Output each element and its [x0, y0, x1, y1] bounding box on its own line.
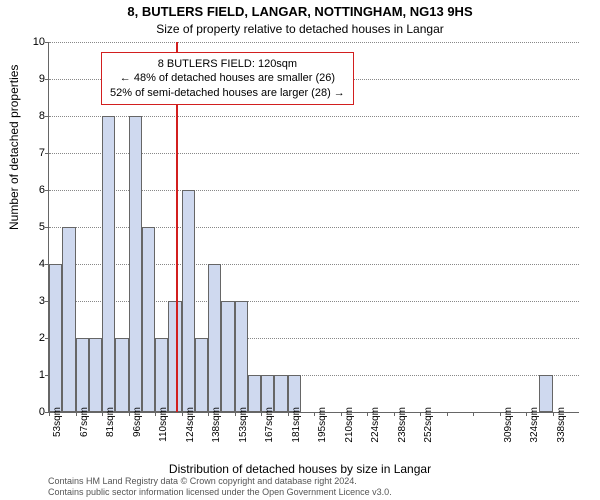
y-tick-label: 7 — [25, 147, 45, 159]
x-tick-mark — [553, 412, 554, 416]
x-tick-mark — [473, 412, 474, 416]
x-tick-label: 210sqm — [344, 407, 355, 443]
y-tick-label: 0 — [25, 406, 45, 418]
callout-line3: 52% of semi-detached houses are larger (… — [110, 86, 345, 100]
x-tick-label: 53sqm — [52, 407, 63, 437]
gridline — [49, 42, 579, 43]
y-tick-mark — [45, 42, 49, 43]
y-tick-label: 9 — [25, 73, 45, 85]
x-tick-label: 96sqm — [132, 407, 143, 437]
x-tick-label: 324sqm — [529, 407, 540, 443]
histogram-bar — [182, 190, 195, 412]
chart-title-line2: Size of property relative to detached ho… — [0, 22, 600, 36]
histogram-bar — [129, 116, 142, 412]
footer-line2: Contains public sector information licen… — [48, 487, 392, 498]
x-tick-label: 153sqm — [238, 407, 249, 443]
histogram-bar — [221, 301, 234, 412]
x-tick-mark — [182, 412, 183, 416]
x-tick-mark — [288, 412, 289, 416]
x-tick-label: 138sqm — [211, 407, 222, 443]
y-tick-label: 4 — [25, 258, 45, 270]
y-axis-label: Number of detached properties — [7, 65, 21, 230]
x-tick-mark — [76, 412, 77, 416]
y-tick-label: 6 — [25, 184, 45, 196]
x-tick-mark — [102, 412, 103, 416]
y-tick-mark — [45, 116, 49, 117]
x-tick-mark — [208, 412, 209, 416]
histogram-bar — [274, 375, 287, 412]
x-tick-mark — [235, 412, 236, 416]
x-tick-label: 195sqm — [317, 407, 328, 443]
x-tick-mark — [261, 412, 262, 416]
histogram-bar — [155, 338, 168, 412]
x-tick-mark — [526, 412, 527, 416]
chart-plot-area: 01234567891053sqm67sqm81sqm96sqm110sqm12… — [48, 42, 578, 412]
histogram-bar — [208, 264, 221, 412]
x-tick-mark — [49, 412, 50, 416]
x-tick-mark — [420, 412, 421, 416]
x-tick-mark — [447, 412, 448, 416]
x-tick-label: 124sqm — [185, 407, 196, 443]
footer-line1: Contains HM Land Registry data © Crown c… — [48, 476, 392, 487]
histogram-bar — [142, 227, 155, 412]
y-tick-mark — [45, 79, 49, 80]
callout-line2: ← 48% of detached houses are smaller (26… — [110, 71, 345, 85]
callout-box: 8 BUTLERS FIELD: 120sqm← 48% of detached… — [101, 52, 354, 105]
y-tick-label: 8 — [25, 110, 45, 122]
x-tick-mark — [367, 412, 368, 416]
histogram-bar — [102, 116, 115, 412]
x-tick-mark — [394, 412, 395, 416]
histogram-bar — [49, 264, 62, 412]
x-tick-label: 67sqm — [79, 407, 90, 437]
chart-title-line1: 8, BUTLERS FIELD, LANGAR, NOTTINGHAM, NG… — [0, 4, 600, 19]
y-tick-label: 3 — [25, 295, 45, 307]
x-tick-label: 338sqm — [556, 407, 567, 443]
y-tick-label: 1 — [25, 369, 45, 381]
histogram-bar — [195, 338, 208, 412]
y-tick-mark — [45, 153, 49, 154]
histogram-bar — [115, 338, 128, 412]
y-tick-label: 5 — [25, 221, 45, 233]
x-tick-label: 224sqm — [370, 407, 381, 443]
y-tick-mark — [45, 190, 49, 191]
x-tick-label: 252sqm — [423, 407, 434, 443]
y-tick-label: 2 — [25, 332, 45, 344]
x-tick-label: 167sqm — [264, 407, 275, 443]
y-tick-mark — [45, 227, 49, 228]
histogram-bar — [539, 375, 552, 412]
x-tick-label: 81sqm — [105, 407, 116, 437]
x-tick-mark — [155, 412, 156, 416]
x-tick-mark — [500, 412, 501, 416]
histogram-bar — [235, 301, 248, 412]
x-tick-mark — [314, 412, 315, 416]
y-tick-label: 10 — [25, 36, 45, 48]
x-tick-label: 110sqm — [158, 407, 169, 442]
x-tick-label: 181sqm — [291, 407, 302, 443]
x-tick-label: 309sqm — [503, 407, 514, 443]
x-tick-mark — [341, 412, 342, 416]
x-axis-label: Distribution of detached houses by size … — [0, 462, 600, 476]
x-tick-label: 238sqm — [397, 407, 408, 443]
histogram-bar — [76, 338, 89, 412]
plot-region: 01234567891053sqm67sqm81sqm96sqm110sqm12… — [48, 42, 579, 413]
histogram-bar — [248, 375, 261, 412]
histogram-bar — [89, 338, 102, 412]
callout-line1: 8 BUTLERS FIELD: 120sqm — [110, 57, 345, 71]
x-tick-mark — [129, 412, 130, 416]
footer-attribution: Contains HM Land Registry data © Crown c… — [48, 476, 392, 498]
histogram-bar — [62, 227, 75, 412]
